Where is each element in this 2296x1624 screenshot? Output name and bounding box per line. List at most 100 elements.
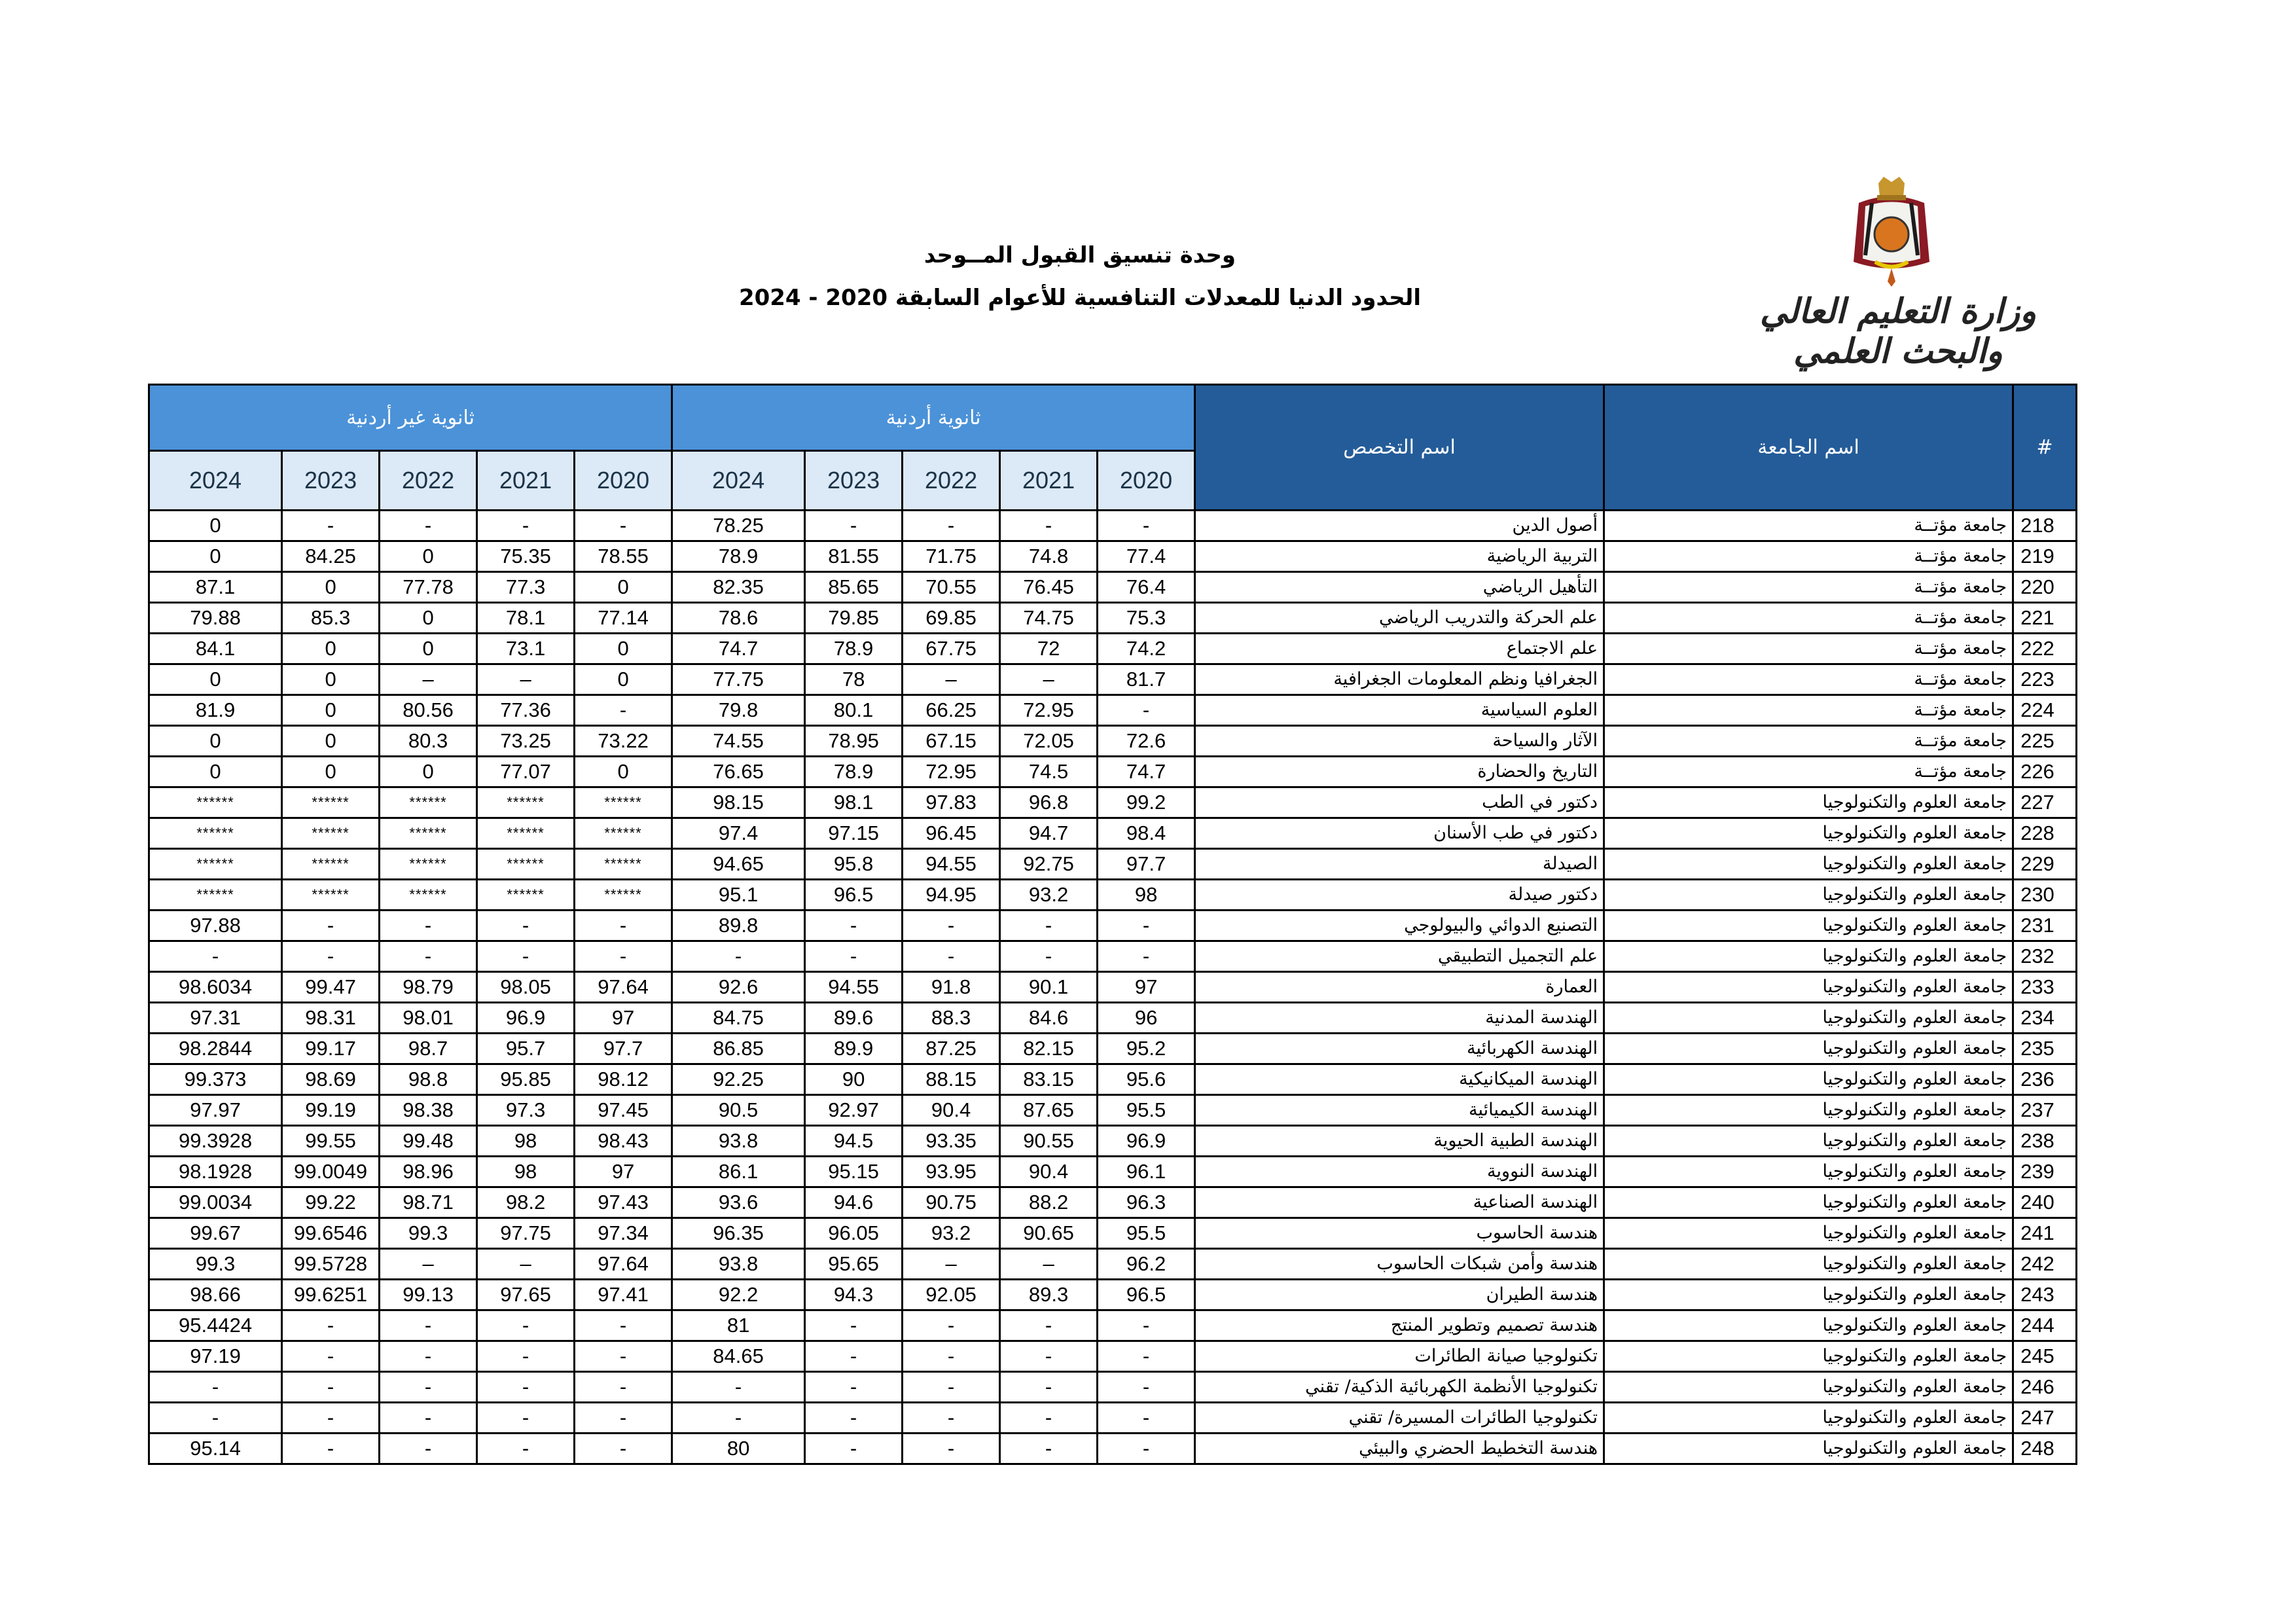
row-number: 239: [2012, 1155, 2078, 1188]
header-year-jordanian-2020: 2020: [1096, 450, 1196, 511]
jordanian-2021: -: [999, 940, 1099, 973]
jordanian-2021: 94.7: [999, 817, 1099, 850]
row-number: 221: [2012, 602, 2078, 634]
non-jordanian-2021: 73.1: [476, 632, 576, 665]
non-jordanian-2020: ******: [573, 786, 673, 819]
non-jordanian-2023: 0: [281, 755, 381, 788]
jordanian-2023: -: [804, 1371, 904, 1403]
jordanian-2021: -: [999, 1401, 1099, 1434]
university-name: جامعة مؤتــة: [1603, 571, 2015, 604]
non-jordanian-2024: 87.1: [147, 571, 283, 604]
major-name: الهندسة المدنية: [1194, 1001, 1605, 1034]
non-jordanian-2020: -: [573, 1401, 673, 1434]
jordanian-2020: -: [1096, 1309, 1196, 1342]
non-jordanian-2020: 0: [573, 571, 673, 604]
major-name: العلوم السياسية: [1194, 694, 1605, 727]
non-jordanian-2023: -: [281, 1340, 381, 1373]
jordanian-2023: 85.65: [804, 571, 904, 604]
non-jordanian-2022: 0: [378, 632, 478, 665]
jordanian-2020: 81.7: [1096, 663, 1196, 696]
non-jordanian-2022: 98.71: [378, 1186, 478, 1219]
jordanian-2023: 95.8: [804, 848, 904, 880]
table-row: 244 جامعة العلوم والتكنولوجيا هندسة تصميم …: [147, 1309, 2078, 1342]
major-name: التأهيل الرياضي: [1194, 571, 1605, 604]
non-jordanian-2022: -: [378, 509, 478, 542]
jordanian-2022: –: [901, 1248, 1001, 1280]
jordanian-2020: 95.5: [1096, 1094, 1196, 1127]
jordanian-2021: 84.6: [999, 1001, 1099, 1034]
non-jordanian-2024: 79.88: [147, 602, 283, 634]
jordanian-2021: 90.55: [999, 1125, 1099, 1157]
jordanian-2024: -: [671, 1371, 806, 1403]
jordanian-2023: 96.5: [804, 878, 904, 911]
jordanian-2020: -: [1096, 909, 1196, 942]
jordanian-2023: -: [804, 1432, 904, 1465]
jordanian-2023: 78.95: [804, 725, 904, 757]
table-row: 243 جامعة العلوم والتكنولوجيا هندسة الطيرا…: [147, 1278, 2078, 1311]
jordanian-2024: 92.25: [671, 1063, 806, 1096]
jordanian-2022: 93.95: [901, 1155, 1001, 1188]
jordanian-2023: 78.9: [804, 755, 904, 788]
university-name: جامعة العلوم والتكنولوجيا: [1603, 1340, 2015, 1373]
jordanian-2021: -: [999, 1432, 1099, 1465]
non-jordanian-2023: 99.5728: [281, 1248, 381, 1280]
non-jordanian-2022: 99.3: [378, 1217, 478, 1250]
jordanian-2021: -: [999, 1371, 1099, 1403]
jordanian-2022: 90.75: [901, 1186, 1001, 1219]
non-jordanian-2020: 98.43: [573, 1125, 673, 1157]
jordanian-2021: 90.4: [999, 1155, 1099, 1188]
non-jordanian-2023: 0: [281, 694, 381, 727]
row-number: 236: [2012, 1063, 2078, 1096]
jordanian-2021: 87.65: [999, 1094, 1099, 1127]
non-jordanian-2021: 98: [476, 1125, 576, 1157]
header-year-jordanian-2024: 2024: [671, 450, 806, 511]
non-jordanian-2024: 95.14: [147, 1432, 283, 1465]
row-number: 226: [2012, 755, 2078, 788]
non-jordanian-2023: 99.6251: [281, 1278, 381, 1311]
jordanian-2022: 90.4: [901, 1094, 1001, 1127]
jordanian-2022: 70.55: [901, 571, 1001, 604]
jordanian-2023: -: [804, 1309, 904, 1342]
jordanian-2020: -: [1096, 694, 1196, 727]
jordanian-2024: 96.35: [671, 1217, 806, 1250]
university-name: جامعة مؤتــة: [1603, 755, 2015, 788]
jordanian-2021: -: [999, 1309, 1099, 1342]
major-name: تكنولوجيا الأنظمة الكهربائية الذكية/ تقن…: [1194, 1371, 1605, 1403]
jordanian-2020: 96.2: [1096, 1248, 1196, 1280]
row-number: 231: [2012, 909, 2078, 942]
jordanian-2021: -: [999, 509, 1099, 542]
major-name: علم التجميل التطبيقي: [1194, 940, 1605, 973]
non-jordanian-2024: 0: [147, 509, 283, 542]
row-number: 240: [2012, 1186, 2078, 1219]
header-non-jordanian-secondary: ثانوية غير أردنية: [147, 384, 673, 452]
row-number: 246: [2012, 1371, 2078, 1403]
university-name: جامعة العلوم والتكنولوجيا: [1603, 1186, 2015, 1219]
non-jordanian-2024: -: [147, 940, 283, 973]
non-jordanian-2022: 98.7: [378, 1032, 478, 1065]
jordanian-2020: 74.7: [1096, 755, 1196, 788]
non-jordanian-2020: 97.43: [573, 1186, 673, 1219]
row-number: 238: [2012, 1125, 2078, 1157]
jordanian-2022: 92.05: [901, 1278, 1001, 1311]
table-row: 219 جامعة مؤتــة التربية الرياضية 77.4 74.8 7…: [147, 540, 2078, 573]
row-number: 241: [2012, 1217, 2078, 1250]
jordanian-2021: 74.75: [999, 602, 1099, 634]
row-number: 242: [2012, 1248, 2078, 1280]
non-jordanian-2023: 99.17: [281, 1032, 381, 1065]
table-row: 232 جامعة العلوم والتكنولوجيا علم التجميل …: [147, 940, 2078, 973]
non-jordanian-2022: ******: [378, 878, 478, 911]
row-number: 224: [2012, 694, 2078, 727]
non-jordanian-2022: 98.8: [378, 1063, 478, 1096]
university-name: جامعة العلوم والتكنولوجيا: [1603, 1309, 2015, 1342]
non-jordanian-2023: -: [281, 1401, 381, 1434]
major-name: تكنولوجيا الطائرات المسيرة/ تقني: [1194, 1401, 1605, 1434]
major-name: دكتور في طب الأسنان: [1194, 817, 1605, 850]
jordanian-2024: -: [671, 940, 806, 973]
non-jordanian-2022: 80.56: [378, 694, 478, 727]
non-jordanian-2022: 98.79: [378, 971, 478, 1003]
university-name: جامعة مؤتــة: [1603, 694, 2015, 727]
non-jordanian-2021: 78.1: [476, 602, 576, 634]
jordanian-2022: -: [901, 1340, 1001, 1373]
table-row: 228 جامعة العلوم والتكنولوجيا دكتور في طب …: [147, 817, 2078, 850]
non-jordanian-2021: -: [476, 1371, 576, 1403]
